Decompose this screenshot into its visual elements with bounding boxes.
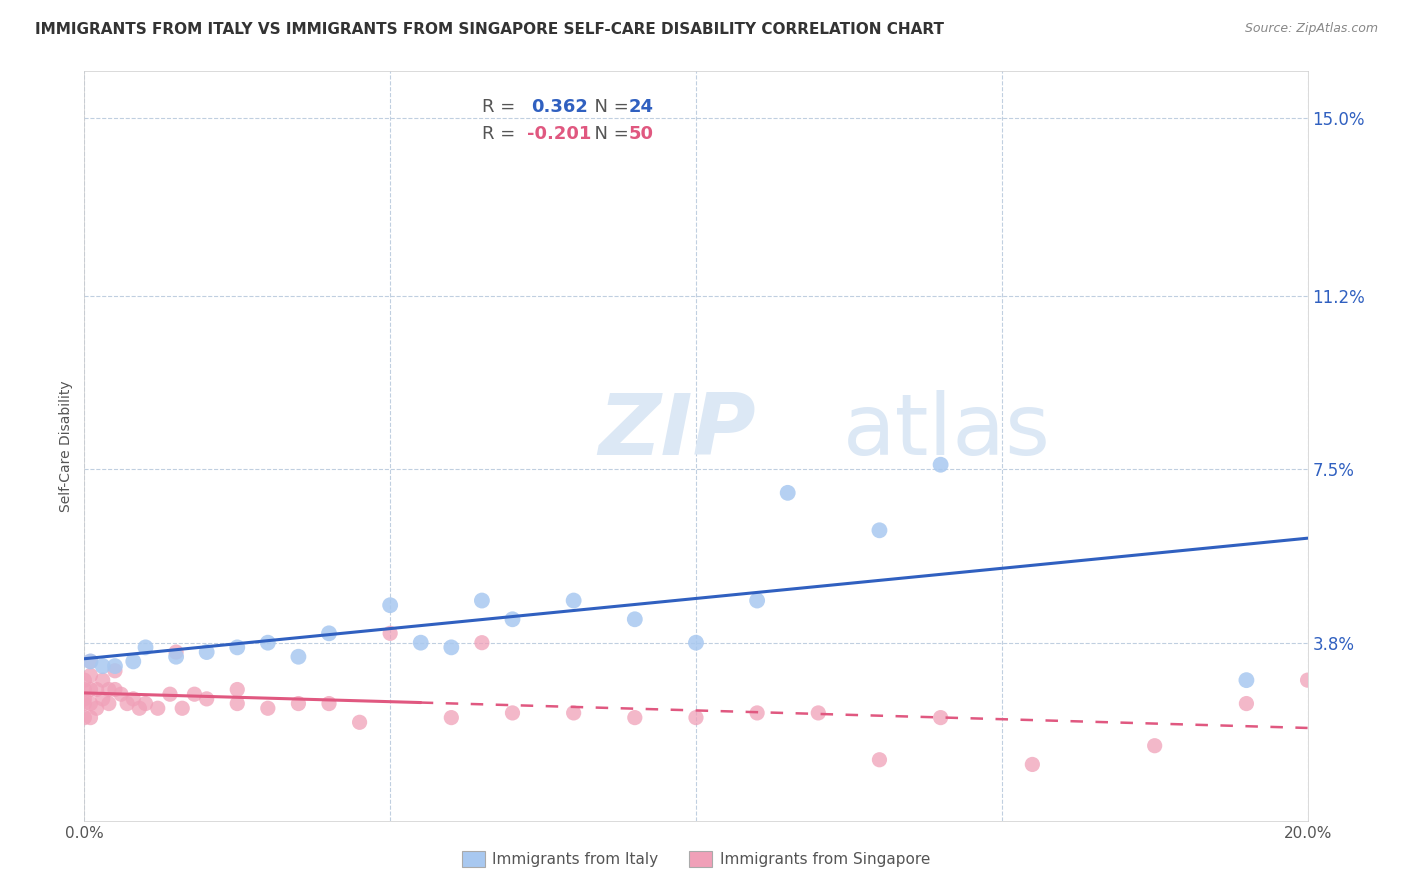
- Point: [869, 523, 891, 537]
- Point: [440, 710, 463, 724]
- Point: [86, 682, 108, 697]
- Point: [502, 706, 524, 720]
- Text: Source: ZipAtlas.com: Source: ZipAtlas.com: [1244, 22, 1378, 36]
- Point: [122, 655, 145, 669]
- Point: [929, 710, 952, 724]
- Point: [226, 682, 249, 697]
- Point: [380, 626, 402, 640]
- Point: [91, 692, 114, 706]
- Point: [86, 701, 108, 715]
- Text: N =: N =: [583, 98, 636, 116]
- Text: ZIP: ZIP: [598, 390, 756, 473]
- Point: [115, 697, 138, 711]
- Point: [97, 697, 120, 711]
- Point: [349, 715, 371, 730]
- Point: [135, 697, 157, 711]
- Point: [104, 664, 127, 678]
- Point: [257, 635, 280, 649]
- Point: [440, 640, 463, 655]
- Point: [165, 645, 187, 659]
- Point: [807, 706, 830, 720]
- Point: [471, 593, 494, 607]
- Point: [104, 682, 127, 697]
- Point: [287, 649, 309, 664]
- Point: [146, 701, 169, 715]
- Point: [165, 649, 187, 664]
- Point: [1236, 697, 1258, 711]
- Text: atlas: atlas: [842, 390, 1050, 473]
- Point: [73, 692, 96, 706]
- Y-axis label: Self-Care Disability: Self-Care Disability: [59, 380, 73, 512]
- Point: [685, 710, 707, 724]
- Point: [128, 701, 150, 715]
- Point: [624, 612, 647, 626]
- Legend: Immigrants from Italy, Immigrants from Singapore: Immigrants from Italy, Immigrants from S…: [456, 845, 936, 873]
- Text: N =: N =: [583, 125, 636, 144]
- Point: [79, 655, 101, 669]
- Point: [73, 710, 96, 724]
- Point: [73, 682, 96, 697]
- Point: [135, 640, 157, 655]
- Point: [195, 645, 218, 659]
- Point: [97, 682, 120, 697]
- Point: [287, 697, 309, 711]
- Point: [104, 659, 127, 673]
- Point: [1143, 739, 1166, 753]
- Point: [929, 458, 952, 472]
- Point: [79, 682, 101, 697]
- Point: [226, 640, 249, 655]
- Point: [1021, 757, 1043, 772]
- Point: [91, 659, 114, 673]
- Point: [91, 673, 114, 688]
- Point: [1296, 673, 1319, 688]
- Point: [159, 687, 181, 701]
- Point: [79, 655, 101, 669]
- Point: [195, 692, 218, 706]
- Point: [562, 593, 585, 607]
- Text: R =: R =: [482, 98, 520, 116]
- Point: [73, 673, 96, 688]
- Point: [471, 635, 494, 649]
- Point: [747, 593, 769, 607]
- Point: [183, 687, 205, 701]
- Point: [226, 697, 249, 711]
- Text: R =: R =: [482, 125, 520, 144]
- Point: [624, 710, 647, 724]
- Point: [79, 668, 101, 682]
- Point: [122, 692, 145, 706]
- Text: 24: 24: [628, 98, 654, 116]
- Point: [747, 706, 769, 720]
- Point: [257, 701, 280, 715]
- Point: [1236, 673, 1258, 688]
- Point: [318, 626, 340, 640]
- Point: [172, 701, 194, 715]
- Point: [409, 635, 432, 649]
- Text: 0.362: 0.362: [531, 98, 588, 116]
- Point: [869, 753, 891, 767]
- Point: [110, 687, 132, 701]
- Text: IMMIGRANTS FROM ITALY VS IMMIGRANTS FROM SINGAPORE SELF-CARE DISABILITY CORRELAT: IMMIGRANTS FROM ITALY VS IMMIGRANTS FROM…: [35, 22, 945, 37]
- Point: [380, 599, 402, 613]
- Point: [318, 697, 340, 711]
- Point: [685, 635, 707, 649]
- Point: [562, 706, 585, 720]
- Point: [73, 697, 96, 711]
- Text: -0.201: -0.201: [527, 125, 592, 144]
- Point: [502, 612, 524, 626]
- Point: [776, 485, 799, 500]
- Point: [79, 697, 101, 711]
- Point: [79, 710, 101, 724]
- Text: 50: 50: [628, 125, 654, 144]
